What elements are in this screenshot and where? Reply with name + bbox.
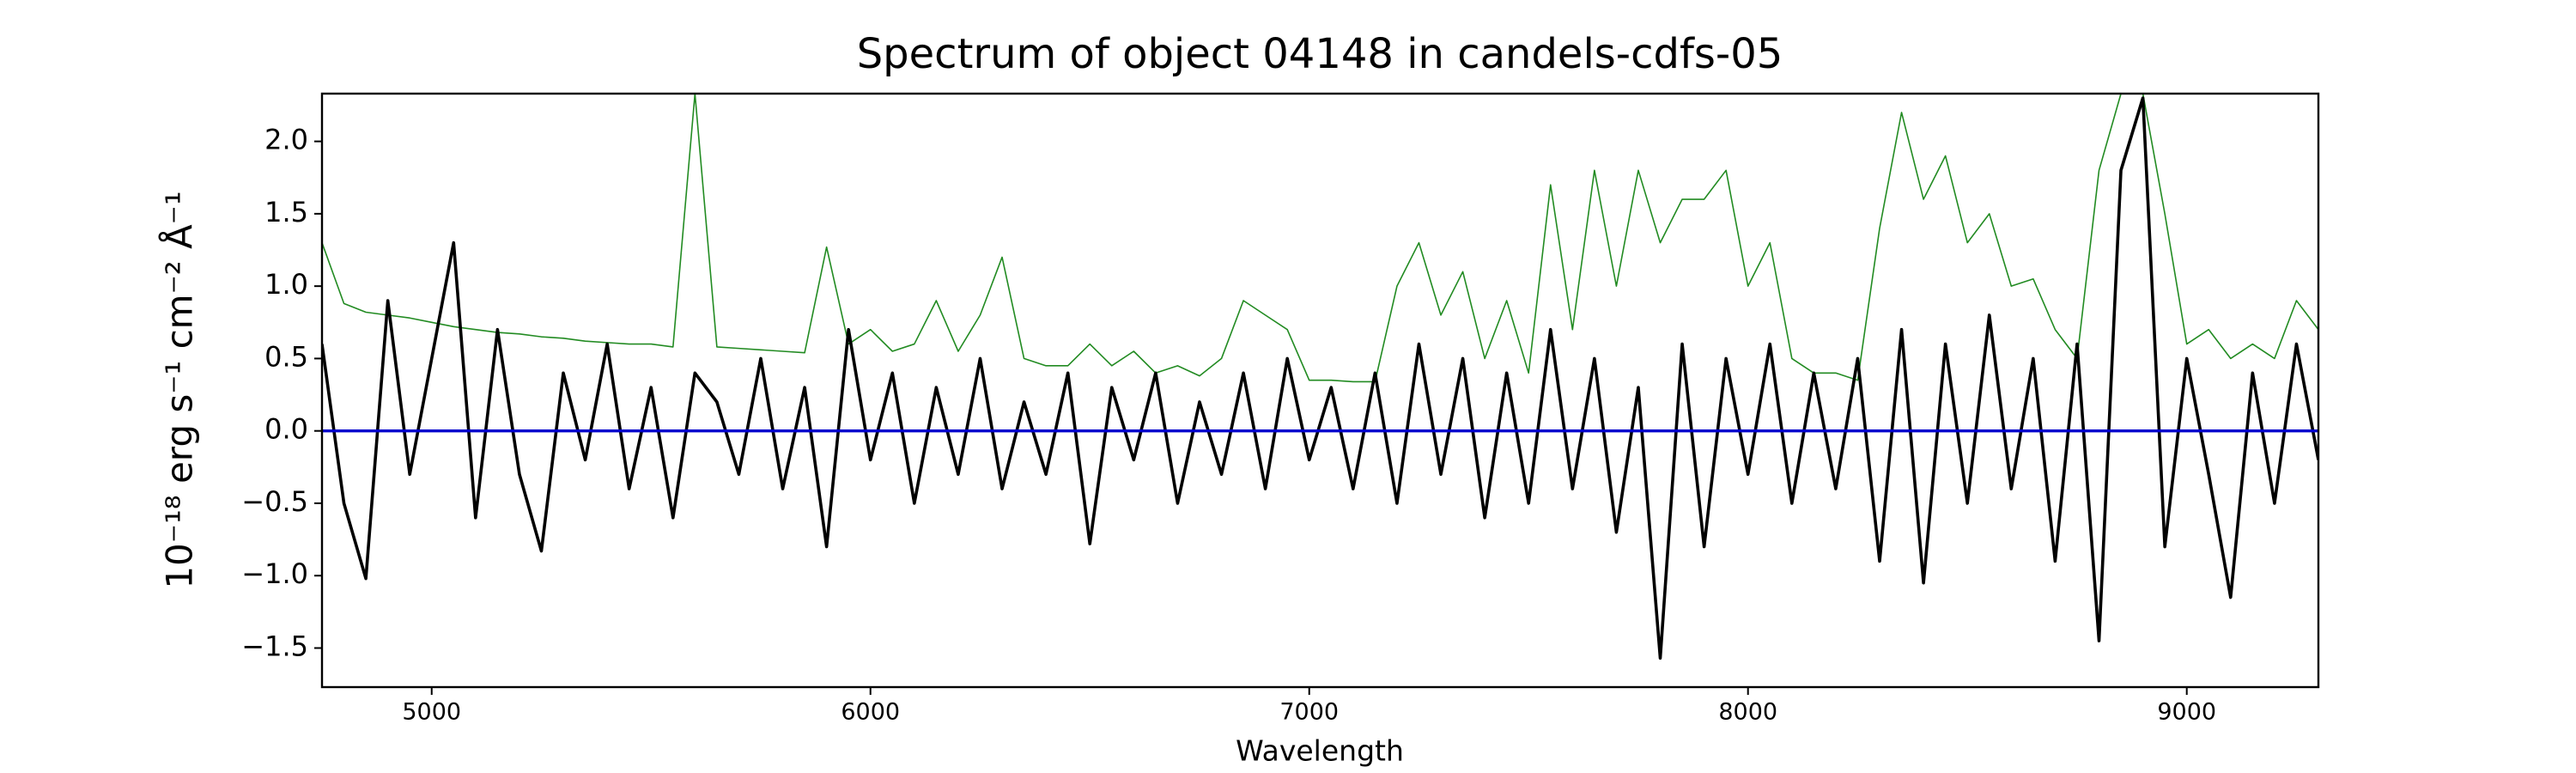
y-tick-label: −1.5 <box>241 630 308 662</box>
y-tick-label: −1.0 <box>241 557 308 590</box>
x-axis-label: Wavelength <box>1236 734 1404 768</box>
axes-frame <box>320 92 2320 689</box>
x-tick-label: 5000 <box>402 699 461 726</box>
y-tick-label: 0.5 <box>264 340 308 373</box>
x-tick-label: 8000 <box>1718 699 1777 726</box>
x-tick-label: 9000 <box>2157 699 2216 726</box>
y-axis-label: 10⁻¹⁸ erg s⁻¹ cm⁻² Å⁻¹ <box>158 191 201 588</box>
plot-area <box>322 94 2318 660</box>
y-tick-label: −0.5 <box>241 485 308 518</box>
y-tick-label: 0.0 <box>264 413 308 446</box>
x-tick-label: 7000 <box>1279 699 1339 726</box>
spectrum-line <box>322 96 2318 660</box>
chart-title: Spectrum of object 04148 in candels-cdfs… <box>857 30 1783 78</box>
spectrum-line <box>322 94 2318 383</box>
y-tick-label: 1.0 <box>264 268 308 301</box>
x-tick-label: 6000 <box>841 699 900 726</box>
y-tick-label: 1.5 <box>264 196 308 228</box>
y-tick-label: 2.0 <box>264 124 308 156</box>
